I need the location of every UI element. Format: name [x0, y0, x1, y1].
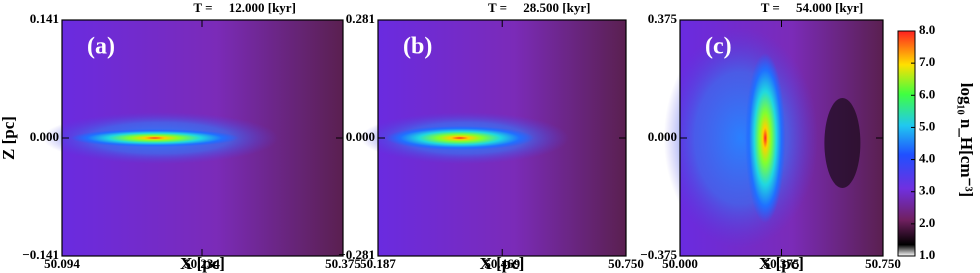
x-axis-label: X [pc] — [180, 254, 225, 273]
colorbar-tick-label: 7.0 — [919, 54, 935, 69]
colorbar-tick-label: 6.0 — [919, 86, 935, 101]
colorbar-tick-label: 2.0 — [919, 215, 935, 230]
panel-label: (a) — [87, 34, 115, 60]
y-tick-label: 0.375 — [648, 11, 678, 26]
jet — [385, 126, 535, 150]
x-tick-label: 50.234 — [184, 256, 220, 271]
y-tick-label: 0.000 — [346, 129, 375, 144]
colorbar-tick-label: 4.0 — [919, 151, 935, 166]
colorbar-tick-label: 1.0 — [919, 247, 935, 262]
panel-label: (b) — [403, 34, 432, 60]
y-tick-label: −0.375 — [640, 247, 677, 262]
y-tick-label: 0.141 — [30, 11, 59, 26]
y-tick-label: −0.141 — [22, 247, 59, 262]
panel-title: T = 12.000 [kyr] — [193, 0, 296, 15]
x-tick-label: 50.375 — [325, 256, 361, 271]
x-tick-label: 50.375 — [764, 256, 800, 271]
colorbar-tick-label: 8.0 — [919, 22, 935, 37]
x-tick-label: 50.094 — [44, 256, 80, 271]
colorbar-tick-label: 3.0 — [919, 183, 935, 198]
jet — [70, 129, 240, 147]
panel-title: T = 54.000 [kyr] — [761, 0, 864, 15]
x-tick-label: 50.187 — [360, 256, 396, 271]
y-axis-label: Z [pc] — [0, 116, 18, 160]
colorbar-tick-label: 5.0 — [919, 118, 935, 133]
x-tick-label: 50.000 — [662, 256, 698, 271]
panel-title: T = 28.500 [kyr] — [488, 0, 591, 15]
y-tick-label: 0.000 — [648, 129, 677, 144]
y-tick-label: −0.281 — [338, 247, 375, 262]
jet — [745, 53, 786, 223]
y-tick-label: 0.281 — [346, 11, 375, 26]
x-tick-label: 50.750 — [865, 256, 901, 271]
x-axis-label: X [pc] — [759, 254, 804, 273]
colorbar-label: log₁₀ n_H[cm⁻³] — [957, 83, 976, 197]
x-tick-label: 50.469 — [484, 256, 520, 271]
x-axis-label: X [pc] — [480, 254, 525, 273]
shadow — [824, 98, 861, 188]
y-tick-label: 0.000 — [30, 129, 59, 144]
colorbar — [897, 30, 916, 257]
x-tick-label: 50.750 — [608, 256, 644, 271]
panel-label: (c) — [705, 34, 732, 60]
